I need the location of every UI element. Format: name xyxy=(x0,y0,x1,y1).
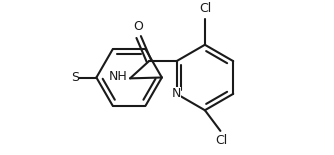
Text: O: O xyxy=(133,20,143,33)
Text: Cl: Cl xyxy=(200,2,212,15)
Text: N: N xyxy=(172,87,181,100)
Text: Cl: Cl xyxy=(215,134,227,147)
Text: NH: NH xyxy=(109,70,128,83)
Text: S: S xyxy=(71,71,79,84)
